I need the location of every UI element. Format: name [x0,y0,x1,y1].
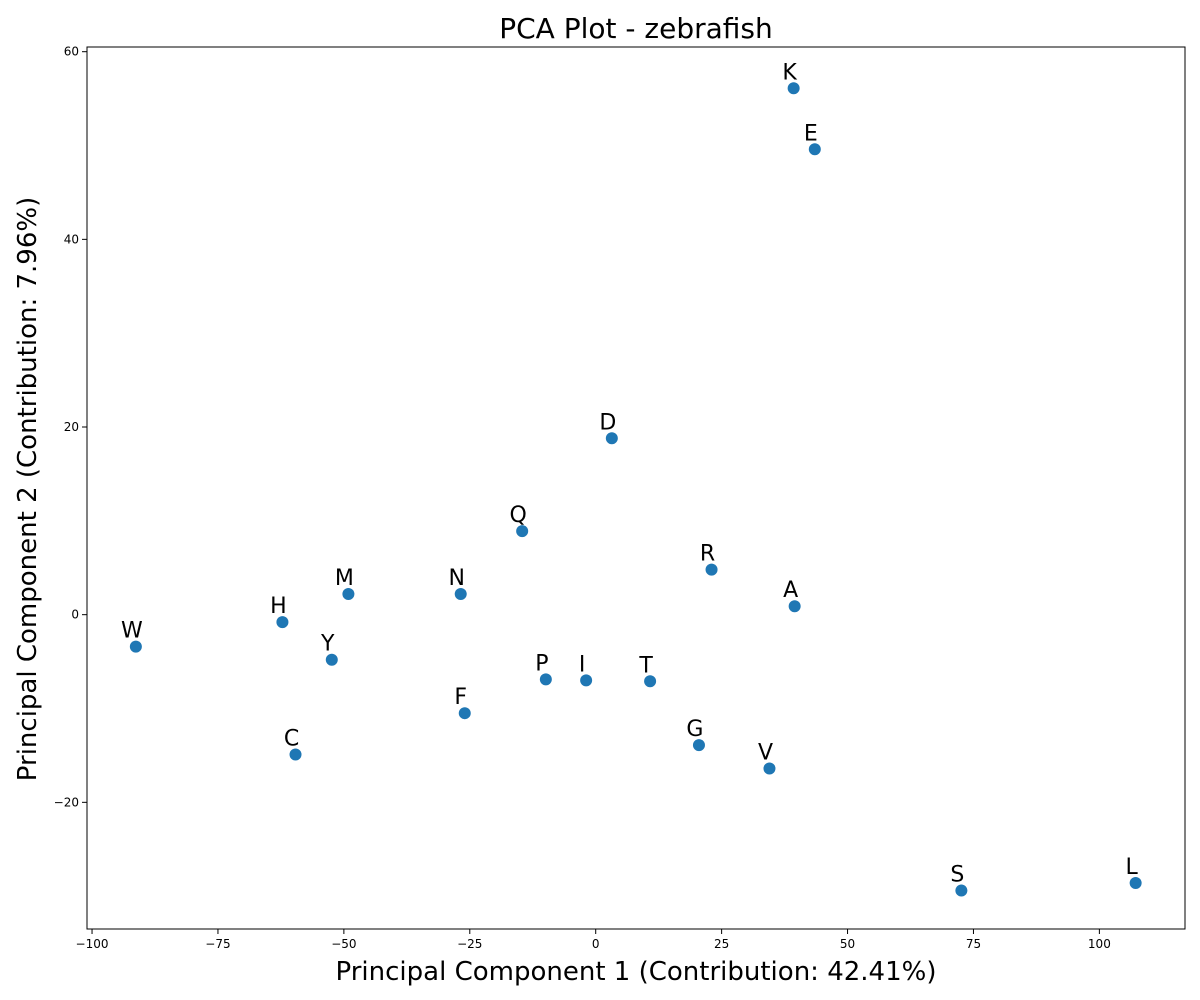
data-point-W [129,640,142,653]
data-point-H [276,616,289,629]
y-tick-label: 40 [64,232,79,246]
data-point-I [580,674,593,687]
y-tick-label: 60 [64,45,79,59]
point-label-H: H [270,594,287,619]
point-label-F: F [454,685,467,710]
data-point-M [342,588,355,601]
data-point-S [955,884,968,897]
point-label-W: W [121,619,143,644]
point-label-M: M [335,566,354,591]
point-label-C: C [284,726,299,751]
data-point-G [692,739,705,752]
data-points [129,82,1142,897]
y-axis-ticks: −20 0 20 40 60 [54,45,87,809]
data-point-Y [325,653,338,666]
point-label-T: T [638,653,653,678]
point-label-Q: Q [510,503,527,528]
data-point-Q [516,525,529,538]
data-point-N [454,588,467,601]
point-label-R: R [700,542,715,567]
plot-area-frame [86,46,1186,930]
point-label-Y: Y [320,632,335,657]
point-label-N: N [448,566,464,591]
x-tick-label: 100 [1088,937,1111,951]
data-point-F [458,707,471,720]
data-point-P [539,673,552,686]
x-tick-label: −75 [205,937,230,951]
point-label-P: P [535,651,548,676]
point-label-G: G [686,717,703,742]
point-label-E: E [804,121,818,146]
x-tick-label: 75 [966,937,981,951]
x-axis-ticks: −100 −75 −50 −25 0 25 50 75 100 [76,929,1111,951]
point-label-L: L [1126,855,1139,880]
data-point-K [787,82,800,95]
point-label-D: D [599,410,616,435]
x-tick-label: −25 [457,937,482,951]
chart-title: PCA Plot - zebrafish [499,12,773,45]
x-axis-label: Principal Component 1 (Contribution: 42.… [336,957,937,987]
y-tick-label: 20 [64,420,79,434]
x-tick-label: −100 [76,937,109,951]
point-label-A: A [783,578,798,603]
data-point-labels: K E D Q R A M N H W Y P I T F G C V S L [121,60,1139,887]
x-tick-label: −50 [331,937,356,951]
point-label-S: S [950,863,964,888]
data-point-L [1129,877,1142,890]
data-point-R [705,563,718,576]
point-label-V: V [758,741,773,766]
x-tick-label: 50 [840,937,855,951]
y-tick-label: −20 [54,795,79,809]
data-point-C [289,748,302,761]
data-point-T [644,675,657,688]
data-point-D [605,432,618,445]
point-label-I: I [579,652,586,677]
point-label-K: K [782,60,797,85]
data-point-E [808,143,821,156]
y-tick-label: 0 [71,608,79,622]
data-point-V [763,762,776,775]
y-axis-label: Principal Component 2 (Contribution: 7.9… [13,197,43,781]
x-tick-label: 25 [714,937,729,951]
x-tick-label: 0 [592,937,600,951]
data-point-A [788,600,801,613]
